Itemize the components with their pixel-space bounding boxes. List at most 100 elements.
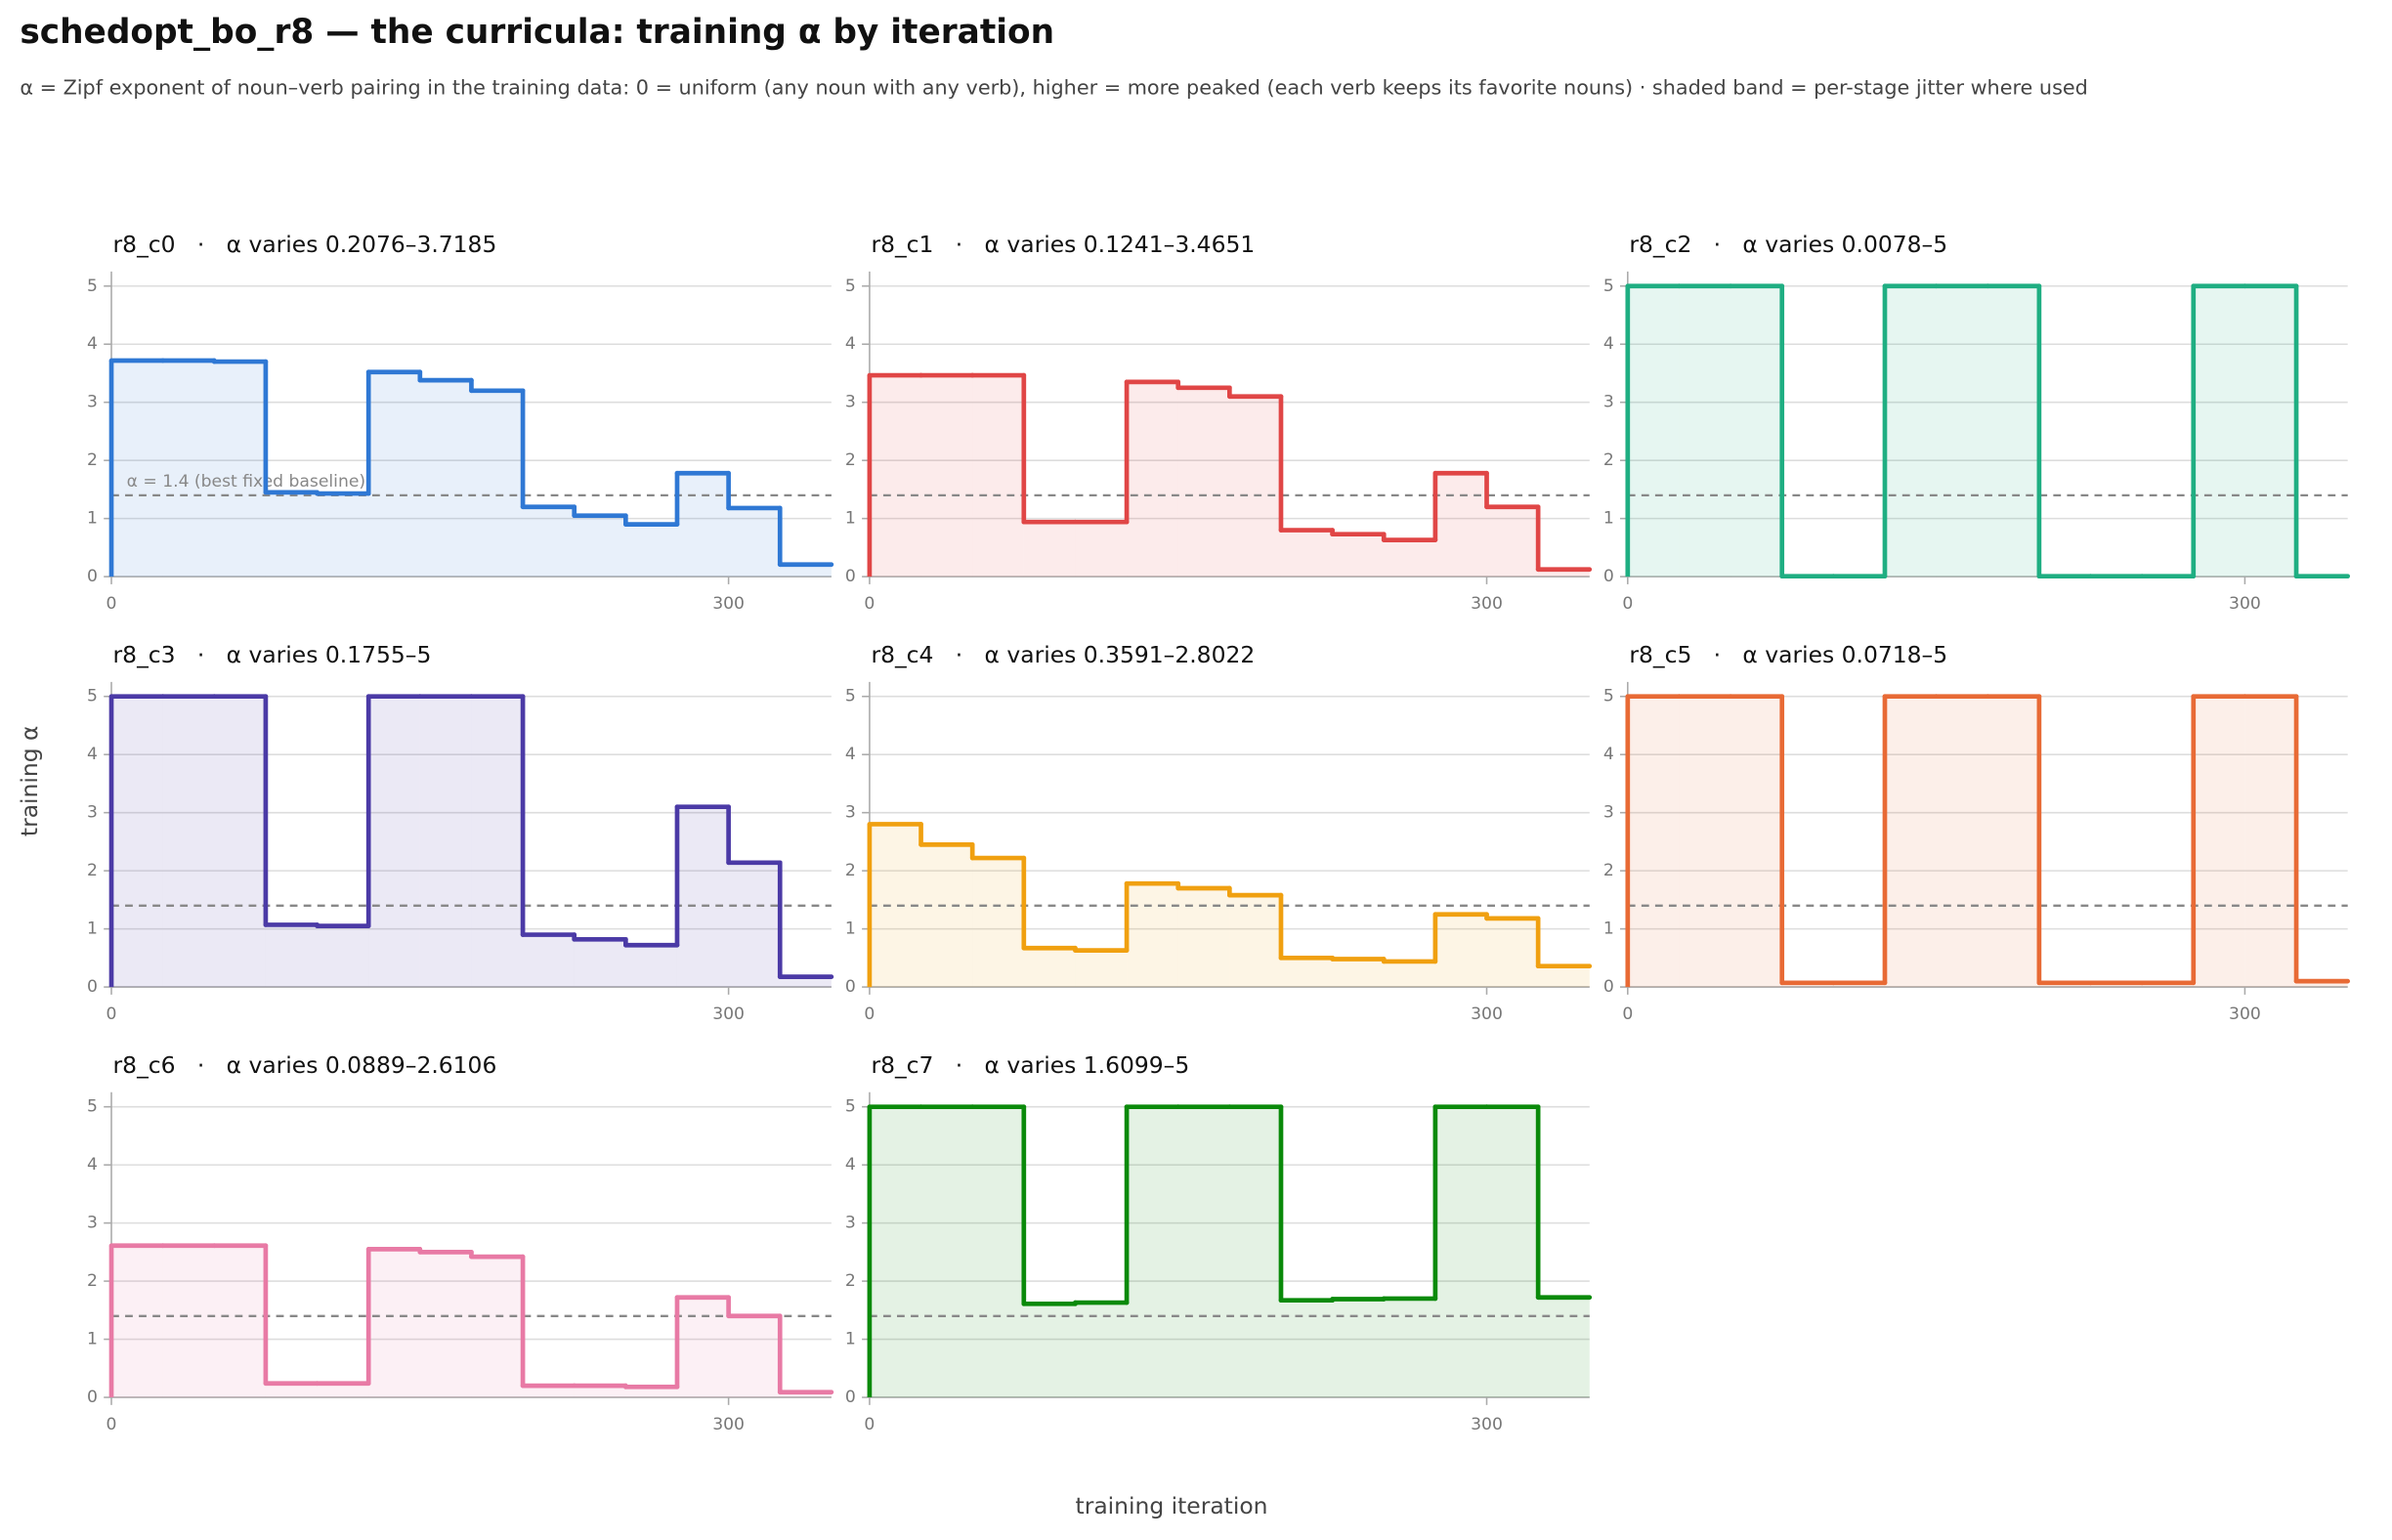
page-subtitle: α = Zipf exponent of noun–verb pairing i… [20,76,2087,100]
stage-area [1936,285,1988,578]
y-tick-label: 1 [87,920,98,939]
y-tick-label: 2 [845,450,856,470]
y-tick-label: 0 [845,1388,856,1407]
stage-area [111,696,163,988]
stage-area [1627,285,1680,578]
panel-title: r8_c4 · α varies 0.3591–2.8022 [871,641,1255,668]
x-tick-label: 300 [1471,1415,1503,1434]
x-tick-label: 300 [2229,1005,2261,1024]
x-tick-label: 300 [1471,1005,1503,1024]
y-tick-label: 1 [845,509,856,529]
y-tick-label: 4 [845,334,856,354]
stage-area [920,1106,973,1398]
y-tick-label: 3 [87,393,98,412]
stage-area [368,1249,420,1398]
stage-area [162,696,215,988]
stage-area [2296,981,2348,988]
y-axis-label: training α [16,726,43,837]
stage-area [676,1297,729,1398]
x-tick-label: 0 [864,1005,875,1024]
panel-title: r8_c1 · α varies 0.1241–3.4651 [871,231,1255,258]
y-tick-label: 3 [1603,803,1614,823]
y-tick-label: 4 [1603,745,1614,764]
stage-area [1434,473,1487,578]
stage-area [162,360,215,578]
stage-area [111,1245,163,1398]
stage-area [1332,1299,1385,1398]
stage-area [1434,914,1487,988]
stage-area [1538,965,1590,988]
stage-area [2244,285,2297,578]
y-tick-label: 4 [1603,334,1614,354]
y-tick-label: 0 [87,977,98,997]
y-tick-label: 4 [845,1155,856,1175]
stage-area [317,925,369,988]
stage-area [1987,285,2039,578]
stage-area [1177,887,1230,988]
stage-area [1075,522,1128,578]
page-title: schedopt_bo_r8 — the curricula: training… [20,13,1054,52]
x-axis-label: training iteration [1076,1492,1268,1519]
stage-area [2244,696,2297,988]
stage-area [523,506,575,578]
stage-area [676,806,729,988]
stage-area [625,945,677,988]
stage-area [728,1315,781,1398]
y-tick-label: 3 [845,803,856,823]
stage-area [1538,1297,1590,1398]
stage-area [920,375,973,578]
stage-area [728,862,781,988]
stage-area [214,1245,266,1398]
stage-area [265,1383,318,1398]
stage-area [1280,958,1333,988]
stage-area [1936,696,1988,988]
y-tick-label: 1 [845,920,856,939]
stage-area [780,564,832,578]
stage-area [1884,285,1937,578]
y-tick-label: 5 [87,687,98,706]
stage-area [676,473,729,578]
y-tick-label: 0 [845,977,856,997]
x-tick-label: 0 [107,1005,117,1024]
y-tick-label: 2 [87,1271,98,1291]
stage-area [317,493,369,578]
y-tick-label: 0 [87,1388,98,1407]
stage-area [1229,396,1281,578]
stage-area [1229,1106,1281,1398]
stage-area [162,1245,215,1398]
y-tick-label: 0 [845,567,856,586]
stage-area [869,375,921,578]
stage-area [1127,381,1178,578]
x-tick-label: 0 [864,1415,875,1434]
y-tick-label: 2 [1603,450,1614,470]
y-tick-label: 5 [1603,687,1614,706]
stage-area [368,371,420,578]
x-tick-label: 300 [2229,594,2261,614]
x-tick-label: 300 [712,594,745,614]
y-tick-label: 0 [1603,977,1614,997]
stage-area [368,696,420,988]
y-tick-label: 2 [1603,861,1614,880]
y-tick-label: 5 [87,1097,98,1117]
stage-area [1730,285,1782,578]
y-tick-label: 2 [845,861,856,880]
stage-area [780,1391,832,1398]
stage-area [471,696,524,988]
stage-area [1127,883,1178,988]
stage-area [1023,948,1076,988]
panel-title: r8_c2 · α varies 0.0078–5 [1629,231,1947,258]
stage-area [1987,696,2039,988]
x-tick-label: 300 [712,1415,745,1434]
stage-area [574,1386,626,1398]
stage-area [972,1106,1024,1398]
stage-area [1280,530,1333,578]
y-tick-label: 3 [845,1214,856,1233]
stage-area [523,1386,575,1398]
stage-area [625,1387,677,1398]
stage-area [1127,1106,1178,1398]
stage-area [1679,696,1731,988]
panel-title: r8_c5 · α varies 0.0718–5 [1629,641,1947,668]
stage-area [1486,1106,1539,1398]
stage-area [1434,1106,1487,1398]
